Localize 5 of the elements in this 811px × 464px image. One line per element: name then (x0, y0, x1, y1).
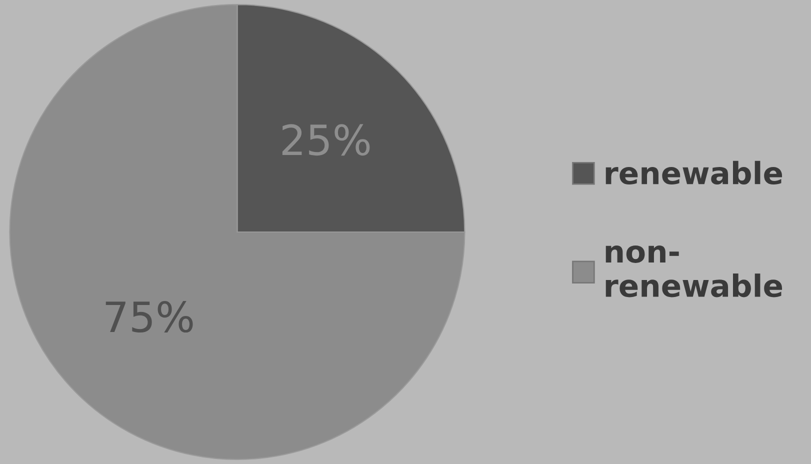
pie-slice (9, 4, 466, 460)
legend-label: non- renewable (606, 245, 782, 298)
data-label: 25% (282, 124, 370, 156)
legend-label: renewable (606, 160, 782, 185)
data-label: 75% (106, 301, 193, 333)
